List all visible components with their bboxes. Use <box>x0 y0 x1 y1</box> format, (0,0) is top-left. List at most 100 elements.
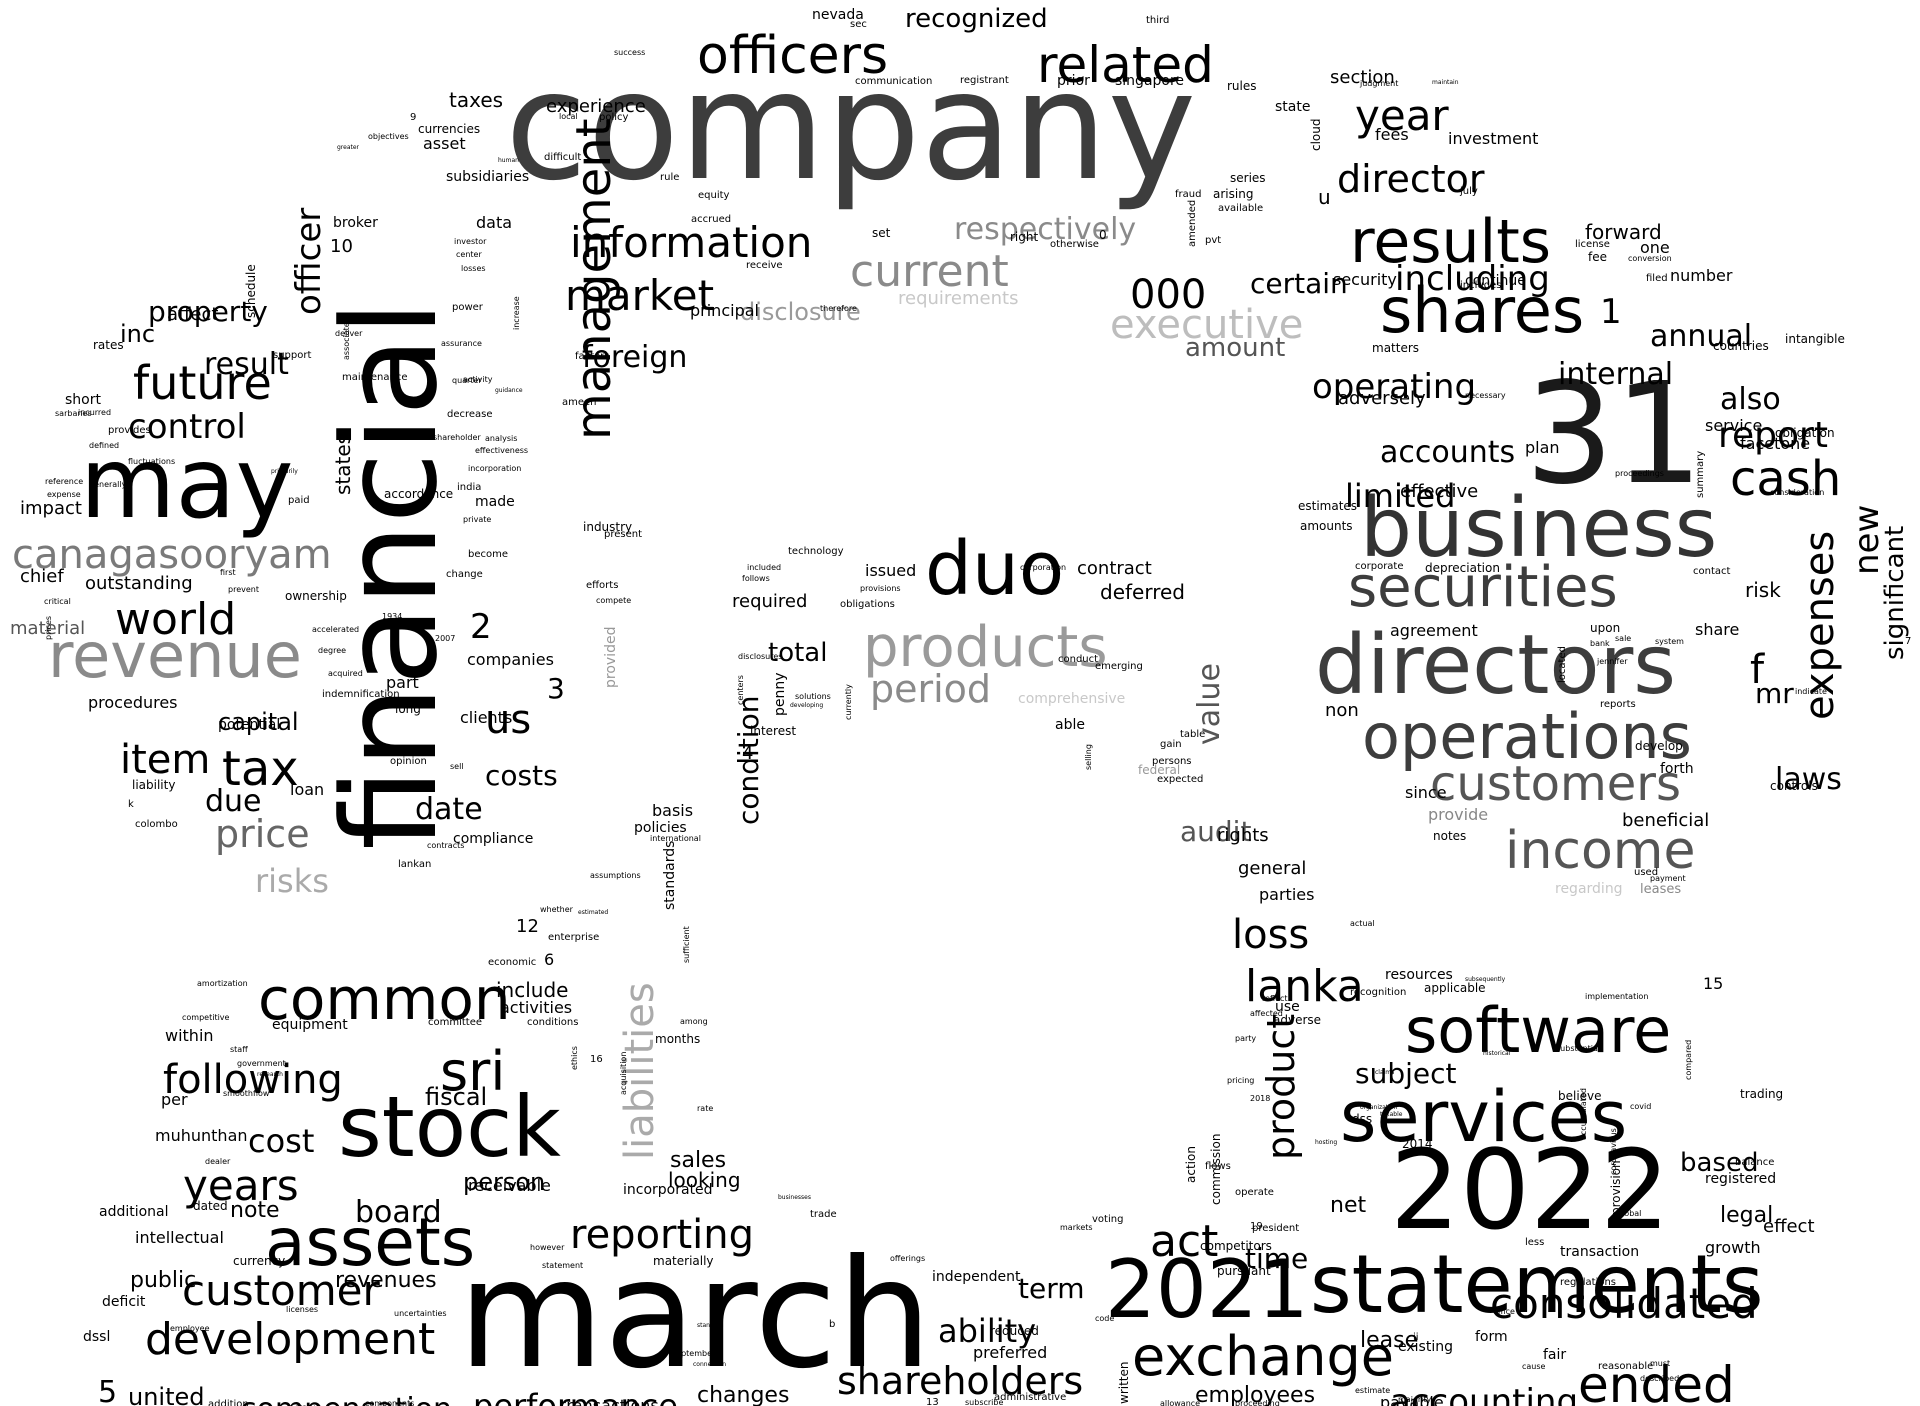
cloud-word-transaction: transaction <box>1560 1244 1640 1260</box>
cloud-word-obligations: obligations <box>840 599 895 610</box>
cloud-word-capital: capital <box>218 708 299 736</box>
cloud-word-transactions: transactions <box>560 1396 659 1406</box>
cloud-word-laws: laws <box>1775 762 1842 797</box>
cloud-word-international: international <box>650 834 701 843</box>
cloud-word-future: future <box>133 356 272 410</box>
cloud-word-coronavirus: coronavirus <box>1609 1128 1618 1175</box>
cloud-word-balance: balance <box>1735 1157 1775 1168</box>
cloud-word-1934: 1934 <box>382 612 403 621</box>
cloud-word-addition: addition <box>208 1399 249 1406</box>
cloud-word-lanka: lanka <box>1245 961 1364 1012</box>
cloud-word-canagasooryam: canagasooryam <box>12 532 332 578</box>
cloud-word-solutions: solutions <box>795 692 831 701</box>
cloud-word-receive: receive <box>746 260 783 271</box>
cloud-word-certain: certain <box>1250 267 1348 300</box>
cloud-word-rates: rates <box>93 338 124 352</box>
cloud-word-services: services <box>1340 1076 1628 1158</box>
cloud-word-short: short <box>65 392 101 408</box>
cloud-word-rule: rule <box>660 172 680 183</box>
cloud-word-equity: equity <box>698 190 730 201</box>
cloud-word-forth: forth <box>1660 761 1694 777</box>
cloud-word-arising: arising <box>1213 187 1254 201</box>
cloud-word-lease: lease <box>1360 1328 1419 1353</box>
cloud-word-taxable: taxable <box>1380 1111 1403 1118</box>
cloud-word-procedures: procedures <box>88 693 178 712</box>
cloud-word-long: long <box>395 702 421 716</box>
cloud-word-12: 12 <box>516 916 539 937</box>
cloud-word-ethics: ethics <box>570 1046 579 1070</box>
cloud-word-technology: technology <box>788 546 844 557</box>
cloud-word-risks: risks <box>255 862 329 900</box>
cloud-word-expected: expected <box>1157 774 1204 785</box>
cloud-word-payable: payable <box>1380 1393 1444 1406</box>
cloud-word-businesses: businesses <box>778 1194 811 1201</box>
cloud-word-adversely: adversely <box>1338 388 1426 409</box>
cloud-word-within: within <box>165 1026 214 1045</box>
cloud-word-accrued: accrued <box>691 214 732 225</box>
cloud-word-activities: activities <box>500 998 573 1017</box>
cloud-word-reasonable: reasonable <box>1598 1361 1654 1372</box>
cloud-word-officers: officers <box>697 26 889 86</box>
cloud-word-fair: fair <box>1543 1347 1567 1363</box>
cloud-word-part: part <box>386 673 419 692</box>
cloud-word-maintenance: maintenance <box>342 372 408 383</box>
cloud-word-consideration: consideration <box>1770 488 1825 497</box>
cloud-word-trade: trade <box>810 1209 837 1220</box>
cloud-word-conduct: conduct <box>1058 654 1099 665</box>
cloud-word-compete: compete <box>596 596 632 605</box>
cloud-word-power: power <box>452 302 483 313</box>
cloud-word-also: also <box>1720 382 1781 417</box>
cloud-word-comprehensive: comprehensive <box>1018 691 1126 707</box>
cloud-word-interest: interest <box>750 724 797 738</box>
cloud-word-one: one <box>1640 238 1670 257</box>
cloud-word-policies: policies <box>634 820 687 836</box>
cloud-word-investment: investment <box>1448 129 1539 148</box>
cloud-word-mr: mr <box>1755 677 1794 710</box>
cloud-word-accounting: accounting <box>1390 1382 1579 1406</box>
cloud-word-effective: effective <box>1400 481 1479 502</box>
cloud-word-expense: expense <box>47 490 81 499</box>
cloud-word-critical: critical <box>44 597 71 606</box>
cloud-word-officer: officer <box>289 207 329 315</box>
cloud-word-notes: notes <box>1433 829 1467 843</box>
cloud-word-system: system <box>1655 637 1684 646</box>
cloud-word-subscribe: subscribe <box>965 1398 1004 1406</box>
cloud-word-date: date <box>415 792 483 827</box>
cloud-word-upon: upon <box>1590 621 1621 635</box>
cloud-word-person: person <box>463 1168 546 1196</box>
cloud-word-connection: connection <box>693 1361 727 1368</box>
cloud-word-used: used <box>1634 867 1659 878</box>
cloud-word-less: less <box>1525 1237 1545 1248</box>
cloud-word-become: become <box>468 549 509 560</box>
cloud-word-internal: internal <box>1558 357 1674 392</box>
cloud-word-deficit: deficit <box>102 1294 146 1310</box>
cloud-word-currency: currency <box>233 1254 286 1268</box>
cloud-word-operate: operate <box>1235 1187 1274 1198</box>
cloud-word-us: us <box>485 697 532 743</box>
cloud-word-16: 16 <box>590 1054 603 1065</box>
cloud-word-cost: cost <box>248 1122 315 1160</box>
cloud-word-intellectual: intellectual <box>135 1228 224 1247</box>
cloud-word-located: located <box>1557 646 1568 683</box>
cloud-word-ownership: ownership <box>285 589 347 603</box>
cloud-word-securities: securities <box>1348 555 1618 620</box>
cloud-word-year: year <box>1355 91 1449 140</box>
cloud-word-offerings: offerings <box>890 1254 926 1263</box>
cloud-word-requirements: requirements <box>898 288 1019 309</box>
cloud-word-income: income <box>1505 821 1696 881</box>
cloud-word-ability: ability <box>938 1312 1037 1350</box>
cloud-word-uncertainties: uncertainties <box>394 1309 447 1318</box>
cloud-word-primarily: primarily <box>271 468 298 475</box>
cloud-word-jennifer: jennifer <box>1597 657 1628 666</box>
cloud-word-accelerated: accelerated <box>312 625 360 634</box>
cloud-word-united: united <box>128 1383 205 1406</box>
cloud-word-flows: flows <box>1205 1161 1231 1172</box>
cloud-word-enterprise: enterprise <box>548 932 600 943</box>
cloud-word-substantial: substantial <box>1556 1044 1601 1053</box>
cloud-word-opinion: opinion <box>390 756 427 767</box>
cloud-word-believe: believe <box>1558 1089 1602 1103</box>
cloud-word-months: months <box>655 1032 701 1046</box>
cloud-word-conversion: conversion <box>1628 254 1672 263</box>
cloud-word-components: components <box>365 1399 415 1406</box>
